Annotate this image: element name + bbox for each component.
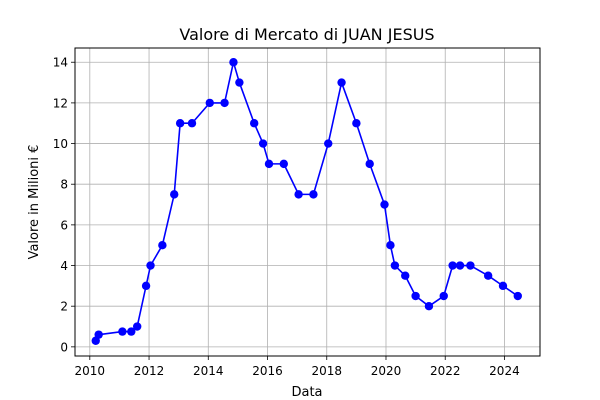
data-point: [141, 281, 151, 291]
data-point: [158, 241, 167, 250]
x-tick-label: 2010: [75, 364, 106, 378]
chart-title: Valore di Mercato di JUAN JESUS: [179, 25, 434, 44]
x-tick-label: 2016: [252, 364, 283, 378]
data-point: [390, 261, 400, 270]
y-axis: 0 2 4 6 8 10 12 14: [53, 56, 75, 354]
grid: [75, 48, 540, 356]
data-point: [448, 261, 457, 270]
data-point: [264, 159, 274, 169]
x-tick-label: 2012: [134, 364, 165, 378]
x-tick-label: 2014: [193, 364, 224, 378]
y-tick-label: 14: [53, 56, 68, 70]
y-tick-label: 4: [60, 259, 68, 273]
x-axis: 2010 2012 2014 2016 2018 2020 2022 2024: [75, 356, 520, 378]
data-point: [337, 78, 346, 87]
data-point: [175, 119, 185, 128]
data-point: [352, 119, 361, 128]
data-point: [498, 281, 508, 291]
x-tick-label: 2020: [371, 364, 402, 378]
x-axis-label: Data: [291, 385, 322, 400]
data-point: [411, 291, 420, 301]
data-point: [309, 190, 318, 199]
data-point: [170, 190, 179, 199]
data-point: [118, 327, 127, 336]
data-point: [132, 322, 142, 331]
data-point: [235, 78, 244, 87]
data-point: [466, 261, 475, 270]
y-tick-label: 0: [60, 340, 68, 354]
data-point: [513, 291, 522, 301]
data-point: [401, 271, 410, 280]
series-layer: [91, 58, 522, 345]
data-point: [229, 58, 238, 67]
data-point: [279, 159, 289, 169]
data-point: [483, 271, 493, 280]
data-point: [294, 190, 303, 199]
data-point: [386, 241, 395, 250]
y-tick-label: 2: [60, 300, 68, 314]
y-axis-label: Valore in Milioni €: [27, 145, 42, 260]
data-point: [380, 200, 389, 209]
data-point: [205, 98, 214, 108]
data-point: [146, 261, 155, 270]
x-tick-label: 2024: [489, 364, 520, 378]
data-point: [127, 327, 136, 336]
y-tick-label: 8: [60, 178, 68, 192]
data-point: [424, 301, 434, 311]
data-point: [187, 119, 197, 128]
plot-frame: [74, 47, 541, 357]
y-tick-label: 6: [60, 218, 68, 232]
y-tick-label: 10: [53, 137, 68, 151]
x-tick-label: 2018: [311, 364, 342, 378]
x-tick-label: 2022: [430, 364, 461, 378]
data-point: [365, 159, 374, 169]
data-point: [220, 98, 229, 108]
data-point: [258, 139, 268, 148]
data-point: [249, 119, 259, 128]
data-point: [324, 139, 333, 148]
data-point: [439, 291, 448, 301]
series-line: [95, 61, 519, 342]
y-tick-label: 12: [53, 96, 68, 110]
data-point: [94, 330, 103, 339]
data-point: [455, 261, 465, 270]
